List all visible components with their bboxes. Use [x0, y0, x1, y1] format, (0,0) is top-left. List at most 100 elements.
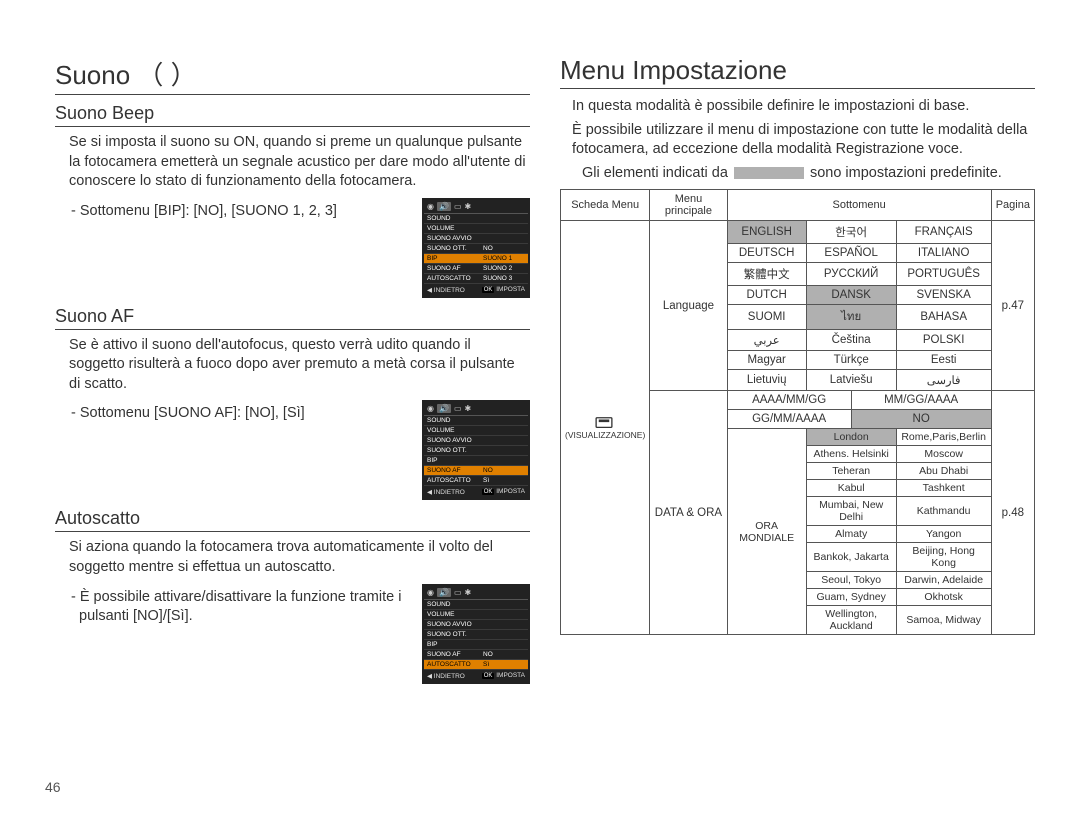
- table-header: Scheda Menu: [561, 190, 650, 221]
- lcd-back: ◀ INDIETRO: [427, 286, 465, 294]
- lcd-menu-row: SOUND: [424, 214, 528, 224]
- page-ref: p.47: [991, 221, 1034, 391]
- language-option: ENGLISH: [727, 221, 806, 244]
- camera-lcd-mock: ◉🔊▭✱SOUNDVOLUMESUONO AVVIOSUONO OTT.BIPS…: [422, 584, 530, 684]
- left-column: Suono （ ） Suono BeepSe si imposta il suo…: [55, 55, 530, 684]
- bullet-lcd-row: - Sottomenu [BIP]: [NO], [SUONO 1, 2, 3]…: [55, 198, 530, 298]
- world-city-option: Rome,Paris,Berlin: [896, 429, 991, 446]
- camera-icon: ◉: [427, 588, 434, 597]
- language-option: Magyar: [727, 351, 806, 370]
- camera-icon: ◉: [427, 202, 434, 211]
- lcd-menu-row: VOLUME: [424, 224, 528, 234]
- language-option: BAHASA: [896, 305, 991, 330]
- gear-icon: ✱: [465, 588, 472, 597]
- table-header: Menu principale: [650, 190, 727, 221]
- lcd-menu-row: BIP: [424, 456, 528, 466]
- lcd-menu-row: BIP: [424, 640, 528, 650]
- lcd-menu-row: SUONO AFNO: [424, 466, 528, 476]
- date-format-option: GG/MM/AAAA: [727, 410, 851, 429]
- world-city-option: Tashkent: [896, 480, 991, 497]
- scheda-menu-cell: (VISUALIZZAZIONE): [561, 221, 650, 635]
- lcd-back: ◀ INDIETRO: [427, 488, 465, 496]
- world-city-option: Bankok, Jakarta: [806, 543, 896, 572]
- lcd-menu-row: SUONO OTT.NO: [424, 244, 528, 254]
- manual-page: Suono （ ） Suono BeepSe si imposta il suo…: [55, 55, 1035, 684]
- intro-para-3: Gli elementi indicati da sono impostazio…: [582, 164, 1035, 184]
- world-city-option: Mumbai, New Delhi: [806, 497, 896, 526]
- language-option: ESPAÑOL: [806, 244, 896, 263]
- language-option: Lietuvių: [727, 370, 806, 391]
- language-option: ITALIANO: [896, 244, 991, 263]
- menu-principale-language: Language: [650, 221, 727, 391]
- language-option: DUTCH: [727, 286, 806, 305]
- language-option: Latviešu: [806, 370, 896, 391]
- world-city-option: Beijing, Hong Kong: [896, 543, 991, 572]
- language-option: SVENSKA: [896, 286, 991, 305]
- world-city-option: Wellington, Auckland: [806, 606, 896, 635]
- bullet-lcd-row: - Sottomenu [SUONO AF]: [NO], [Sì]◉🔊▭✱SO…: [55, 400, 530, 500]
- language-option: عربي: [727, 330, 806, 351]
- date-format-option: NO: [851, 410, 991, 429]
- section-body: Si aziona quando la fotocamera trova aut…: [69, 538, 530, 577]
- world-city-option: Teheran: [806, 463, 896, 480]
- language-option: PORTUGUÊS: [896, 263, 991, 286]
- shaded-swatch: [734, 167, 804, 179]
- lcd-menu-row: SOUND: [424, 600, 528, 610]
- lcd-menu-row: VOLUME: [424, 426, 528, 436]
- section-body: Se si imposta il suono su ON, quando si …: [69, 133, 530, 192]
- settings-table: Scheda MenuMenu principaleSottomenuPagin…: [560, 189, 1035, 635]
- display-tab-icon: [595, 416, 613, 430]
- language-option: Čeština: [806, 330, 896, 351]
- lcd-menu-row: BIPSUONO 1: [424, 254, 528, 264]
- lcd-menu-row: SUONO AVVIO: [424, 620, 528, 630]
- submenu-bullet: - Sottomenu [BIP]: [NO], [SUONO 1, 2, 3]: [79, 202, 410, 222]
- lcd-menu-row: AUTOSCATTOSì: [424, 476, 528, 486]
- language-option: POLSKI: [896, 330, 991, 351]
- lcd-menu-row: SOUND: [424, 416, 528, 426]
- language-option: 한국어: [806, 221, 896, 244]
- world-city-option: London: [806, 429, 896, 446]
- world-city-option: Okhotsk: [896, 589, 991, 606]
- submenu-bullet: - È possibile attivare/disattivare la fu…: [79, 588, 410, 627]
- section-heading: Suono AF: [55, 306, 530, 330]
- language-option: DANSK: [806, 286, 896, 305]
- language-option: DEUTSCH: [727, 244, 806, 263]
- lcd-menu-row: AUTOSCATTOSì: [424, 660, 528, 670]
- language-option: SUOMI: [727, 305, 806, 330]
- sound-icon: 🔊: [437, 588, 451, 597]
- section-body: Se è attivo il suono dell'autofocus, que…: [69, 336, 530, 395]
- language-option: Türkçe: [806, 351, 896, 370]
- right-column: Menu Impostazione In questa modalità è p…: [560, 55, 1035, 684]
- camera-lcd-mock: ◉🔊▭✱SOUNDVOLUMESUONO AVVIOSUONO OTT.NOBI…: [422, 198, 530, 298]
- date-format-option: AAAA/MM/GG: [727, 391, 851, 410]
- left-title: Suono （ ）: [55, 55, 530, 95]
- world-city-option: Samoa, Midway: [896, 606, 991, 635]
- world-city-option: Seoul, Tokyo: [806, 572, 896, 589]
- world-city-option: Kabul: [806, 480, 896, 497]
- intro3a: Gli elementi indicati da: [582, 165, 728, 181]
- world-city-option: Athens. Helsinki: [806, 446, 896, 463]
- lcd-ok: OK IMPOSTA: [482, 672, 525, 680]
- language-option: ไทย: [806, 305, 896, 330]
- world-time-label: ORA MONDIALE: [727, 429, 806, 635]
- lcd-menu-row: SUONO OTT.: [424, 446, 528, 456]
- lcd-menu-row: AUTOSCATTOSUONO 3: [424, 274, 528, 284]
- world-city-option: Abu Dhabi: [896, 463, 991, 480]
- camera-icon: ◉: [427, 404, 434, 413]
- sound-icon: 🔊: [437, 404, 451, 413]
- date-format-option: MM/GG/AAAA: [851, 391, 991, 410]
- intro-para-2: È possibile utilizzare il menu di impost…: [572, 121, 1035, 160]
- lcd-back: ◀ INDIETRO: [427, 672, 465, 680]
- intro3b: sono impostazioni predefinite.: [810, 165, 1002, 181]
- lcd-ok: OK IMPOSTA: [482, 286, 525, 294]
- world-city-option: Guam, Sydney: [806, 589, 896, 606]
- intro-para-1: In questa modalità è possibile definire …: [572, 97, 1035, 117]
- language-option: Eesti: [896, 351, 991, 370]
- lcd-menu-row: SUONO AVVIO: [424, 234, 528, 244]
- world-city-option: Kathmandu: [896, 497, 991, 526]
- sound-icon: 🔊: [437, 202, 451, 211]
- world-city-option: Yangon: [896, 526, 991, 543]
- display-icon: ▭: [454, 588, 462, 597]
- submenu-bullet: - Sottomenu [SUONO AF]: [NO], [Sì]: [79, 404, 410, 424]
- table-header: Sottomenu: [727, 190, 991, 221]
